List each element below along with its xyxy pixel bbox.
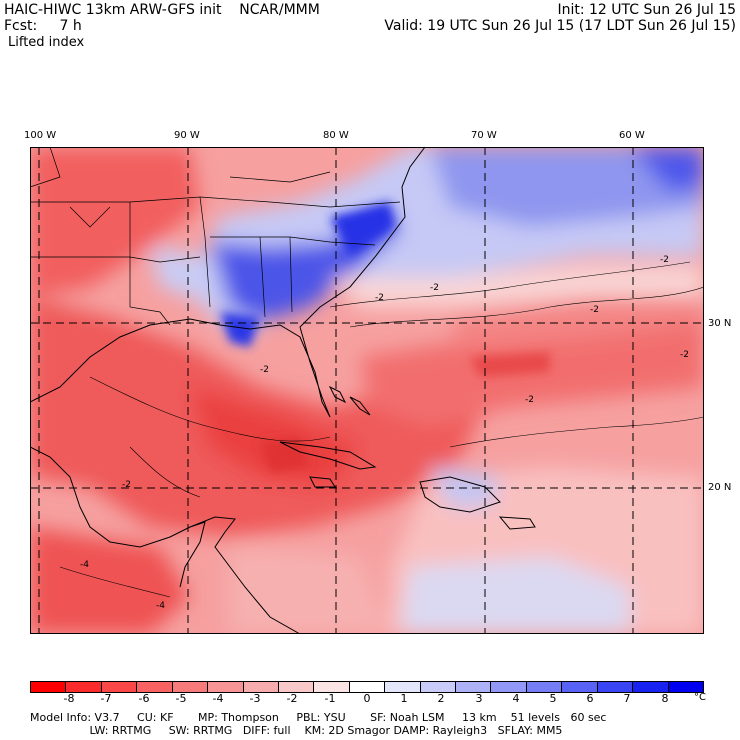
colorbar-swatch (171, 682, 208, 692)
colorbar-swatch (277, 682, 314, 692)
contour-label: -2 (525, 395, 534, 405)
colorbar-swatch (667, 682, 704, 692)
model-info-line-1: Model Info: V3.7 CU: KF MP: Thompson PBL… (30, 711, 607, 724)
contour-label: -2 (430, 283, 439, 293)
lat-label: 30 N (708, 318, 732, 329)
model-info-line-2: LW: RRTMG SW: RRTMG DIFF: full KM: 2D Sm… (30, 724, 563, 737)
valid-time: Valid: 19 UTC Sun 26 Jul 15 (17 LDT Sun … (384, 18, 736, 34)
colorbar-swatch (419, 682, 456, 692)
model-title: HAIC-HIWC 13km ARW-GFS init NCAR/MMM (4, 2, 320, 18)
contour-label: -2 (660, 255, 669, 265)
lon-label: 60 W (619, 130, 645, 141)
contour-label: -2 (680, 350, 689, 360)
lat-label: 20 N (708, 482, 732, 493)
colorbar (30, 681, 704, 693)
colorbar-unit: °C (694, 692, 706, 703)
contour-label: -2 (122, 480, 131, 490)
colorbar-swatch (561, 682, 597, 692)
colorbar-label: 5 (549, 692, 557, 705)
colorbar-label: -8 (63, 692, 75, 705)
lon-label: 80 W (323, 130, 349, 141)
contour-label: -4 (156, 601, 165, 611)
colorbar-label: 2 (437, 692, 445, 705)
colorbar-label: -1 (324, 692, 336, 705)
colorbar-label: 3 (475, 692, 483, 705)
colorbar-label: -4 (212, 692, 224, 705)
colorbar-label: -7 (100, 692, 112, 705)
colorbar-swatch (207, 682, 243, 692)
colorbar-swatch (65, 682, 101, 692)
colorbar-label: 6 (586, 692, 594, 705)
colorbar-label: 4 (512, 692, 520, 705)
colorbar-swatch (136, 682, 172, 692)
lon-label: 70 W (471, 130, 497, 141)
colorbar-label: 1 (400, 692, 408, 705)
colorbar-swatch (490, 682, 526, 692)
colorbar-label: 7 (623, 692, 631, 705)
colorbar-swatch (31, 682, 66, 692)
lon-label: 100 W (24, 130, 57, 141)
colorbar-label: -5 (175, 692, 187, 705)
contour-label: -4 (80, 560, 89, 570)
contour-label: -2 (260, 365, 269, 375)
colorbar-swatch (242, 682, 278, 692)
lifted-index-map: -2 -2 -2 -2 -2 -2 -2 -2 -4 -4 (30, 147, 704, 634)
colorbar-label: -3 (249, 692, 261, 705)
colorbar-swatch (525, 682, 562, 692)
field-name: Lifted index (8, 35, 85, 50)
colorbar-swatch (384, 682, 420, 692)
colorbar-label: 8 (661, 692, 669, 705)
colorbar-label: -6 (138, 692, 150, 705)
init-time: Init: 12 UTC Sun 26 Jul 15 (557, 2, 736, 18)
contour-label: -2 (375, 293, 384, 303)
contour-label: -2 (590, 305, 599, 315)
colorbar-swatch (313, 682, 349, 692)
colorbar-label: 0 (363, 692, 371, 705)
colorbar-swatch (632, 682, 668, 692)
colorbar-label: -2 (286, 692, 298, 705)
colorbar-swatch (455, 682, 491, 692)
colorbar-swatch (100, 682, 137, 692)
colorbar-swatch (596, 682, 633, 692)
lon-label: 90 W (174, 130, 200, 141)
forecast-hour: Fcst: 7 h (4, 18, 82, 34)
colorbar-swatch (348, 682, 385, 692)
